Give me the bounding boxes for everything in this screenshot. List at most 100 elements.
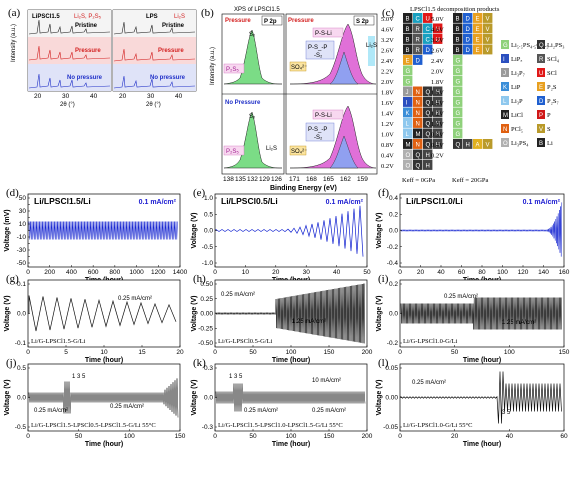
panel-k-xtick-3: 150 xyxy=(324,433,335,440)
panel-l-current: 0.25 mA/cm² xyxy=(412,380,446,386)
panel-c-left-voltage-6: 2.0V xyxy=(381,79,394,86)
legend-code-K: K xyxy=(503,85,507,91)
panel-c-left-cell-code-0-2: U xyxy=(426,17,430,23)
panel-c-left-cell-10-1 xyxy=(413,118,423,128)
panel-d-xtick-7: 1400 xyxy=(173,269,188,276)
panel-b-psli-text-top: P-S-Li xyxy=(315,31,332,37)
panel-b-letter: (b) xyxy=(201,7,214,19)
panel-c-left-voltage-2: 3.2V xyxy=(381,37,394,44)
panel-c-right-cell-9-0 xyxy=(453,107,463,118)
panel-i-xtick-2: 100 xyxy=(504,349,515,356)
panel-f-title: Li/LPSCl1.0/Li xyxy=(406,196,463,206)
panel-h-cell: Li/G-LPSCl0.5-G/Li xyxy=(218,338,273,345)
panel-c-right-cell-4-0 xyxy=(453,55,463,65)
panel-c-left-cell-5-0 xyxy=(403,65,413,76)
panel-c-left-voltage-7: 1.8V xyxy=(381,90,394,97)
legend-name-K: LiP xyxy=(511,84,521,91)
panel-c-left-voltage-3: 2.6V xyxy=(381,48,394,55)
panel-c-left-cell-code-12-0: M xyxy=(406,143,411,149)
panel-b-pressure-label: Pressure xyxy=(225,18,251,24)
panel-b-nopressure-label: No Pressure xyxy=(225,100,261,106)
panel-c-right-cell-1-0 xyxy=(453,23,463,34)
panel-a-left-legend: Li₂S, P₂S₅ xyxy=(74,14,102,20)
legend-swatch-I xyxy=(501,54,509,63)
panel-c-left-cell-3-0 xyxy=(403,44,413,55)
panel-k-xtick-0: 0 xyxy=(213,433,217,440)
panel-b-psli-box-top xyxy=(312,27,344,38)
panel-b-so4-box-top xyxy=(289,61,307,72)
panel-k-xtick-2: 100 xyxy=(286,433,297,440)
panel-h-xtick-3: 150 xyxy=(324,349,335,356)
panel-c-right-cell-1-1 xyxy=(463,23,473,34)
panel-c-right-voltage-5: 2.0V xyxy=(431,69,444,76)
panel-c-left-cell-code-12-2: Q xyxy=(426,143,431,149)
panel-c-right-cell-code-5-0: G xyxy=(456,69,461,75)
panel-c-left-cell-7-3 xyxy=(433,86,443,97)
panel-d-xtick-0: 0 xyxy=(26,269,30,276)
panel-b-psli-text-bottom: P-S-Li xyxy=(315,113,332,119)
panel-b-s2p-header-box xyxy=(353,15,375,26)
panel-e-ytick-0: 1.0 xyxy=(204,195,213,202)
panel-c-right-cell-code-1-0: B xyxy=(456,27,460,33)
panel-j-cell: Li/G-LPSCl1.5-LPSCl0.5-LPSCl1.5-G/Li 55°… xyxy=(31,422,156,429)
panel-a-left-title: LiPSCl1.5 xyxy=(32,14,60,20)
panel-c-right-voltage-11: 0.8V xyxy=(431,132,444,139)
panel-d-ylabel: Voltage (mV) xyxy=(4,209,11,251)
panel-c-left-cell-code-3-0: B xyxy=(406,48,410,54)
panel-i-current2: 1.25 mA/cm² xyxy=(502,320,536,326)
panel-c-left-voltage-14: 0.2V xyxy=(381,163,394,170)
legend-swatch-N xyxy=(501,124,509,133)
legend-code-O: O xyxy=(503,141,508,147)
panel-e-letter: (e) xyxy=(193,187,206,199)
panel-b-s2p-pressure-peak xyxy=(289,23,377,85)
legend-swatch-L xyxy=(501,96,509,105)
panel-j-frame xyxy=(27,363,181,432)
panel-k-letter: (k) xyxy=(193,357,206,369)
panel-c-right-voltage-1: 4.6V xyxy=(431,27,444,34)
panel-b-p2s5-text-top: P₂S₅ xyxy=(226,67,239,73)
panel-b-sx-label-top: Sₓ xyxy=(249,32,255,38)
panel-i-ytick-2: -0.2 xyxy=(387,340,399,347)
panel-d-xtick-1: 200 xyxy=(44,269,55,276)
panel-e: (e)1.00.50.0-0.5-1.001020304050Time (hou… xyxy=(191,187,371,284)
panel-c-left-voltage-axis: 5.0V 4.6V 3.2V 2.6V 2.4V 2.2V 2.0V 1.8V 1.6V 1.4V… xyxy=(381,16,394,170)
panel-l-ytick-1: 0.00 xyxy=(385,395,398,402)
panel-h-xtick-4: 200 xyxy=(362,349,373,356)
panel-b-s2p-header: S 2p xyxy=(356,19,369,25)
panel-b-sx-label-bottom: Sₓ xyxy=(249,114,255,120)
panel-c-left-cell-13-0 xyxy=(403,149,413,160)
panel-c-left-voltage-11: 1.0V xyxy=(381,132,394,139)
panel-c-left-cell-9-3 xyxy=(433,107,443,118)
panel-c-left-cell-2-2 xyxy=(423,34,433,44)
legend-name-E: P₂S xyxy=(547,84,557,91)
panel-c-right-voltage-9: 1.2V xyxy=(431,111,444,118)
panel-c-keff-right: Keff = 20GPa xyxy=(452,177,489,184)
panel-a-left-nopressure-trace xyxy=(28,73,111,89)
panel-l-xlabel: Time (hour) xyxy=(463,441,501,448)
panel-c-left-cell-1-2 xyxy=(423,23,433,34)
panel-c-right-cell-3-3 xyxy=(483,44,493,55)
legend-code-U: U xyxy=(539,71,543,77)
panel-c-left-cell-code-8-0: I xyxy=(406,101,408,107)
panel-c-right-voltage-2: 3.2V xyxy=(431,37,444,44)
panel-c-right-cell-code-12-2: A xyxy=(476,143,480,149)
panel-d-ytick-8: -30 xyxy=(17,247,27,254)
panel-c-right-cell-code-7-0: G xyxy=(456,90,461,96)
panel-c-left-cell-code-3-2: D xyxy=(426,48,431,54)
panel-c-left-cell-code-10-3: H xyxy=(436,122,440,128)
legend-name-D: P₂S₇ xyxy=(547,98,559,105)
panel-l-xtick-0: 0 xyxy=(398,433,402,440)
panel-c-title: LPSCl1.5 decomposition products xyxy=(410,6,500,13)
panel-g: (g)0.1 0.0 -0.1 0 5 10 15 20 Time (hour) Voltage … xyxy=(4,273,184,364)
panel-b-s2p-nopressure-peak xyxy=(289,105,377,169)
panel-c-right-cell-code-1-2: E xyxy=(476,27,480,33)
panel-b-psp-text-bottom: P-S_-P xyxy=(308,127,327,133)
panel-d-ytick-10: -50 xyxy=(17,260,27,267)
panel-d-ytick-6: -10 xyxy=(17,234,27,241)
panel-b-psp-box-top xyxy=(305,40,335,60)
panel-c-left-cell-8-2 xyxy=(423,97,433,107)
legend-swatch-G xyxy=(501,40,509,49)
panel-l-xtick-2: 40 xyxy=(506,433,514,440)
